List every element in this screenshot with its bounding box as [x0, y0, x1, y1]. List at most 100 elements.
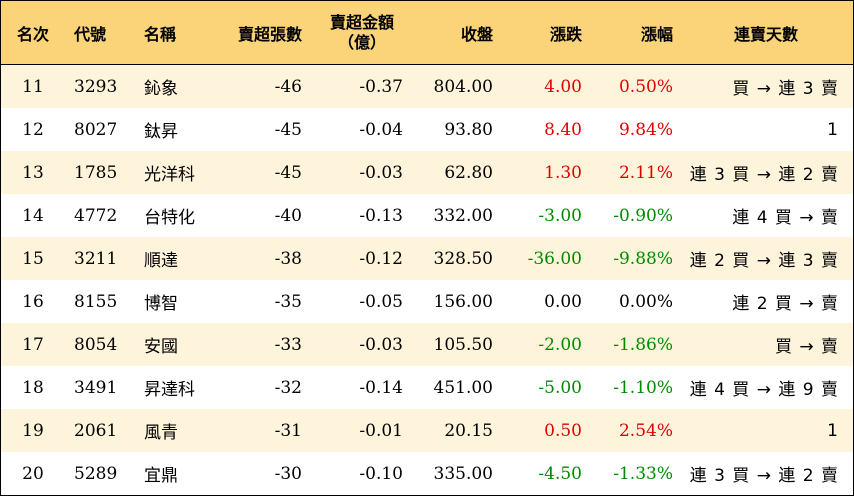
cell-rank: 12	[22, 119, 44, 140]
cell-code: 3211	[74, 248, 118, 269]
cell-code: 4772	[74, 205, 118, 226]
cell-code: 8027	[74, 119, 118, 140]
cell-net-lots: -33	[274, 334, 302, 355]
cell-name: 鈦昇	[144, 122, 178, 142]
cell-code: 3491	[74, 377, 118, 398]
cell-change-pct: 0.00%	[618, 291, 673, 312]
header-rank: 名次	[16, 24, 49, 44]
cell-rank: 19	[22, 420, 44, 441]
cell-change-pct: 0.50%	[618, 76, 673, 97]
cell-net-amount: -0.13	[359, 205, 403, 226]
cell-streak: 1	[827, 119, 839, 140]
cell-code: 8155	[74, 291, 118, 312]
cell-code: 8054	[74, 334, 118, 355]
cell-change: 8.40	[544, 119, 582, 140]
cell-rank: 13	[22, 162, 44, 183]
cell-net-amount: -0.04	[359, 119, 403, 140]
cell-name: 風青	[144, 423, 178, 443]
cell-net-amount: -0.03	[359, 334, 403, 355]
table-header: 名次 代號 名稱 賣超張數 賣超金額 （億） 收盤 漲跌 漲幅 連賣天數	[1, 1, 853, 65]
cell-code: 3293	[74, 76, 118, 97]
cell-close: 93.80	[444, 119, 493, 140]
header-net-amount: 賣超金額 （億）	[313, 1, 411, 64]
table-row: 17 8054 安國 -33 -0.03 105.50 -2.00 -1.86% 買 → 賣	[1, 323, 853, 366]
cell-streak: 連 4 買 → 賣	[732, 208, 839, 228]
cell-code: 5289	[74, 463, 118, 484]
cell-net-lots: -45	[274, 162, 302, 183]
table-row: 18 3491 昇達科 -32 -0.14 451.00 -5.00 -1.10% 連 4 買 …	[1, 366, 853, 409]
table-row: 15 3211 順達 -38 -0.12 328.50 -36.00 -9.88% 連 2 買 …	[1, 237, 853, 280]
cell-streak: 1	[827, 420, 839, 441]
header-change-pct: 漲幅	[640, 24, 673, 44]
cell-close: 105.50	[433, 334, 493, 355]
cell-change-pct: 9.84%	[618, 119, 673, 140]
cell-rank: 15	[22, 248, 44, 269]
cell-change-pct: 2.11%	[618, 162, 673, 183]
cell-name: 安國	[144, 337, 178, 357]
cell-change: 0.00	[544, 291, 582, 312]
cell-name: 鈊象	[144, 79, 178, 99]
header-net-amount-label: 賣超金額	[329, 12, 394, 32]
cell-name: 宜鼎	[144, 466, 178, 486]
cell-change: 1.30	[544, 162, 582, 183]
cell-change: -36.00	[527, 248, 582, 269]
header-close: 收盤	[460, 24, 493, 44]
table-row: 11 3293 鈊象 -46 -0.37 804.00 4.00 0.50% 買 → 連 3 賣	[1, 65, 853, 108]
cell-close: 328.50	[433, 248, 493, 269]
cell-net-lots: -35	[274, 291, 302, 312]
cell-close: 332.00	[433, 205, 493, 226]
header-net-amount-unit: （億）	[337, 32, 386, 52]
cell-change-pct: -1.33%	[613, 463, 673, 484]
cell-streak: 連 2 買 → 賣	[732, 294, 839, 314]
cell-rank: 11	[22, 76, 44, 97]
cell-net-amount: -0.05	[359, 291, 403, 312]
header-code: 代號	[74, 24, 107, 44]
cell-net-amount: -0.03	[359, 162, 403, 183]
cell-change-pct: -9.88%	[613, 248, 673, 269]
cell-net-lots: -32	[274, 377, 302, 398]
cell-change: -2.00	[538, 334, 582, 355]
cell-name: 昇達科	[144, 380, 195, 400]
cell-streak: 連 4 買 → 連 9 賣	[689, 380, 839, 400]
table-row: 13 1785 光洋科 -45 -0.03 62.80 1.30 2.11% 連 3 買 → 連…	[1, 151, 853, 194]
cell-net-lots: -45	[274, 119, 302, 140]
cell-change-pct: -0.90%	[613, 205, 673, 226]
cell-rank: 18	[22, 377, 44, 398]
cell-change: 0.50	[544, 420, 582, 441]
cell-change-pct: 2.54%	[618, 420, 673, 441]
cell-name: 光洋科	[144, 165, 195, 185]
cell-net-amount: -0.12	[359, 248, 403, 269]
table-row: 16 8155 博智 -35 -0.05 156.00 0.00 0.00% 連 2 買 → 賣	[1, 280, 853, 323]
cell-net-amount: -0.10	[359, 463, 403, 484]
cell-change-pct: -1.86%	[613, 334, 673, 355]
cell-streak: 買 → 賣	[774, 337, 839, 357]
cell-net-lots: -46	[274, 76, 302, 97]
header-net-lots: 賣超張數	[237, 24, 302, 44]
cell-net-lots: -40	[274, 205, 302, 226]
cell-close: 451.00	[433, 377, 493, 398]
cell-code: 2061	[74, 420, 118, 441]
cell-close: 335.00	[433, 463, 493, 484]
cell-name: 台特化	[144, 208, 195, 228]
cell-streak: 連 3 買 → 連 2 賣	[689, 466, 839, 486]
cell-rank: 16	[22, 291, 44, 312]
table-row: 14 4772 台特化 -40 -0.13 332.00 -3.00 -0.90% 連 4 買 …	[1, 194, 853, 237]
cell-change: 4.00	[544, 76, 582, 97]
table-row: 20 5289 宜鼎 -30 -0.10 335.00 -4.50 -1.33% 連 3 買 →…	[1, 452, 853, 495]
cell-change: -4.50	[538, 463, 582, 484]
cell-change: -5.00	[538, 377, 582, 398]
cell-close: 20.15	[444, 420, 493, 441]
header-streak: 連賣天數	[733, 24, 798, 44]
cell-name: 順達	[144, 251, 178, 271]
cell-net-lots: -31	[274, 420, 302, 441]
cell-net-lots: -38	[274, 248, 302, 269]
cell-rank: 20	[22, 463, 44, 484]
cell-name: 博智	[144, 294, 178, 314]
cell-net-amount: -0.14	[359, 377, 403, 398]
cell-net-amount: -0.37	[359, 76, 403, 97]
cell-change: -3.00	[538, 205, 582, 226]
cell-streak: 買 → 連 3 賣	[732, 79, 839, 99]
cell-close: 62.80	[444, 162, 493, 183]
cell-close: 804.00	[433, 76, 493, 97]
